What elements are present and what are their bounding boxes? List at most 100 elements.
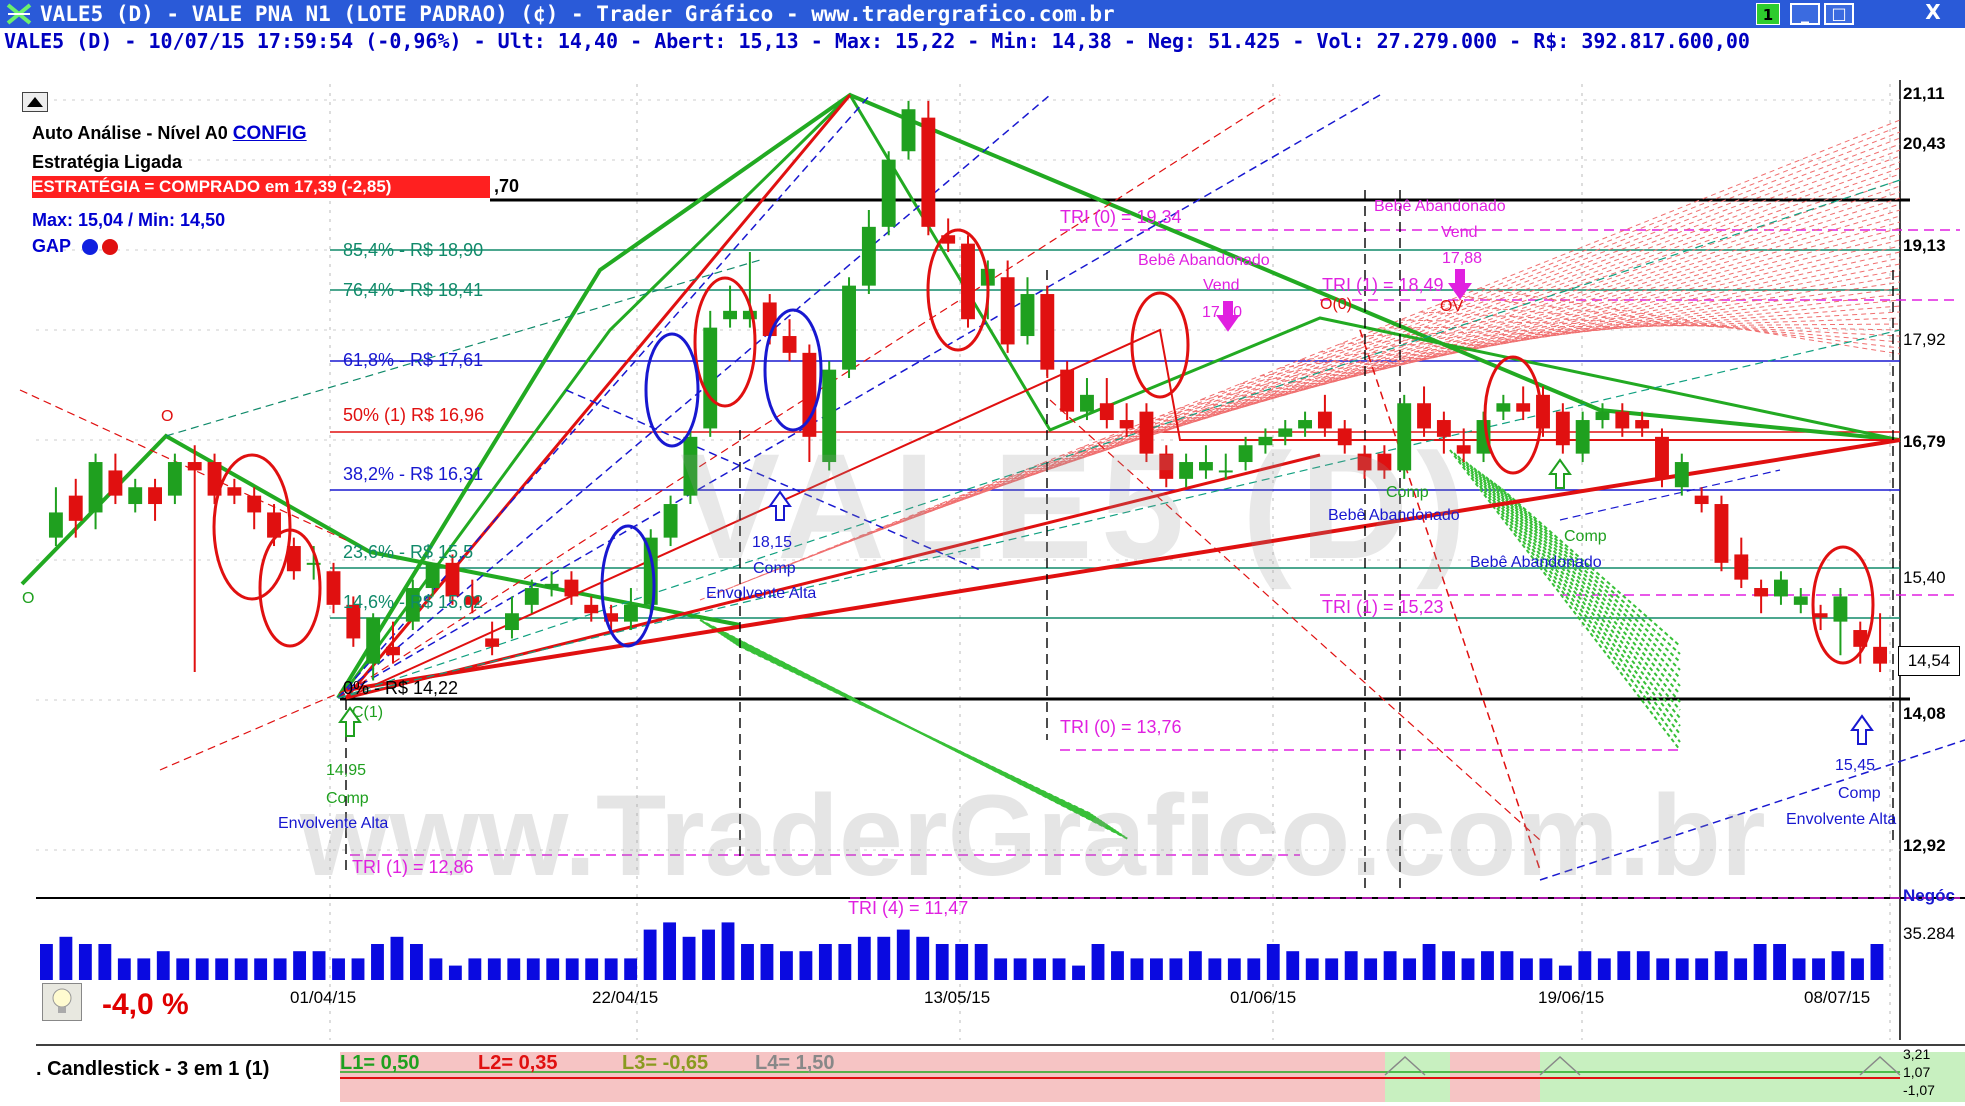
volume-bar-93 [1851, 958, 1864, 980]
window-count-badge[interactable]: 1 [1756, 3, 1780, 25]
candle-body-35 [742, 310, 757, 320]
volume-bar-81 [1617, 951, 1631, 980]
price-chart[interactable] [0, 54, 1965, 1106]
volume-bar-68 [1364, 958, 1378, 980]
green-fan-b-12 [1497, 485, 1681, 655]
candle-body-82 [1674, 462, 1689, 488]
volume-bar-65 [1305, 958, 1319, 980]
trendline-19 [565, 389, 981, 571]
volume-bar-27 [565, 958, 579, 980]
candle-body-52 [1080, 394, 1094, 412]
volume-bar-47 [955, 944, 969, 980]
volume-bar-59 [1188, 951, 1202, 980]
indicator-y2: 1,07 [1903, 1064, 1931, 1080]
gap-label: GAP [32, 236, 128, 257]
blue-ellipse-1 [763, 308, 823, 432]
tri-label-3: TRI (1) = 15,23 [1322, 597, 1444, 617]
red-fan-22 [1139, 251, 1901, 425]
volume-bar-57 [1150, 958, 1163, 980]
x-label-1: 01/04/15 [290, 988, 357, 1007]
volume-bar-86 [1714, 951, 1728, 980]
candle-body-31 [663, 504, 678, 538]
watermark-symbol: VALE5 (D) [680, 422, 1475, 590]
pivot-o-label: O [161, 408, 174, 425]
maximize-button[interactable]: □ [1824, 3, 1854, 25]
candle-body-8 [207, 462, 222, 496]
green-fan-b-8 [1481, 473, 1681, 687]
candle-body-79 [1615, 411, 1630, 429]
candle-body-88 [1793, 596, 1808, 605]
red-fan-39 [1479, 287, 1901, 355]
max-min-label: Max: 15,04 / Min: 14,50 [32, 210, 226, 230]
app-logo-icon [6, 3, 32, 25]
indicator-L4: L4= 1,50 [755, 1052, 835, 1074]
candle-body-3 [108, 470, 123, 496]
close-button[interactable]: X [1925, 0, 1941, 24]
volume-bar-94 [1870, 944, 1884, 980]
trendline-12 [337, 329, 1901, 699]
volume-bar-72 [1442, 951, 1455, 980]
x-label-5: 19/06/15 [1538, 988, 1605, 1007]
volume-bar-6 [156, 951, 170, 980]
minimize-button[interactable]: _ [1790, 3, 1820, 25]
red-fan-3 [759, 137, 1901, 577]
lightbulb-icon[interactable] [42, 983, 82, 1021]
candle-body-4 [128, 487, 143, 505]
window-title: VALE5 (D) - VALE PNA N1 (LOTE PADRAO) (¢… [40, 2, 1115, 26]
volume-bar-1 [59, 936, 73, 980]
buy-arrow-4-icon [1850, 714, 1874, 745]
volume-bar-37 [760, 944, 774, 980]
green-fan-b-9 [1485, 476, 1681, 679]
red-fan-34 [1379, 323, 1901, 329]
volume-bar-10 [234, 958, 248, 980]
volume-bar-9 [215, 958, 229, 980]
volume-bar-2 [78, 944, 92, 980]
volume-bar-25 [526, 958, 540, 980]
candle-body-26 [564, 579, 579, 597]
indicator-name[interactable]: . Candlestick - 3 em 1 (1) [36, 1058, 270, 1080]
collapse-button[interactable] [22, 92, 48, 112]
indicator-seg-0 [36, 1052, 340, 1102]
green-fan-b-6 [1473, 467, 1681, 703]
signal-4-pattern: Bebê Abandonado [1374, 198, 1506, 215]
strategy-suffix: ,70 [494, 176, 520, 196]
candle-body-39 [822, 369, 837, 463]
buy-arrow-1-icon [338, 706, 362, 737]
signal-1-price: 14,95 [326, 762, 367, 779]
x-label-4: 01/06/15 [1230, 988, 1297, 1007]
red-fan-37 [1439, 303, 1901, 343]
signal-3-action: Vend [1203, 277, 1240, 294]
volume-bar-55 [1111, 951, 1124, 980]
trendline-16 [1049, 399, 1541, 841]
volume-bar-13 [293, 951, 307, 980]
trendline-15 [159, 689, 347, 771]
candle-body-60 [1238, 445, 1253, 463]
candle-body-21 [465, 596, 480, 605]
volume-bar-53 [1072, 965, 1085, 980]
volume-bar-21 [448, 965, 462, 980]
config-link[interactable]: CONFIG [232, 123, 307, 144]
volume-bar-92 [1831, 951, 1845, 980]
volume-axis-value: 35.284 [1903, 924, 1955, 943]
volume-bar-7 [176, 958, 190, 980]
volume-bar-11 [254, 958, 268, 980]
candle-body-44 [921, 117, 936, 227]
fib-50-label: 50% (1) R$ 16,96 [343, 405, 485, 425]
y-label-1: 21,11 [1903, 84, 1945, 103]
signal-2-price: 18,15 [752, 534, 793, 551]
volume-bar-88 [1753, 944, 1767, 980]
volume-bar-64 [1286, 951, 1300, 980]
trendline-20 [1559, 469, 1781, 521]
trendline-17 [1359, 329, 1541, 871]
buy-arrow-3-icon [1548, 458, 1572, 489]
candle-body-14 [326, 571, 341, 605]
signal-3-price: 17,20 [1202, 304, 1243, 321]
red-ellipse-6 [1811, 545, 1875, 665]
volume-bar-41 [838, 944, 852, 980]
candle-body-17 [386, 646, 400, 656]
candle-body-55 [1139, 411, 1154, 454]
fib-618-label: 61,8% - R$ 17,61 [343, 350, 484, 370]
green-fan-b-13 [1501, 488, 1681, 647]
volume-bar-80 [1597, 958, 1611, 980]
pivot-c1-label: C(1) [352, 704, 384, 721]
